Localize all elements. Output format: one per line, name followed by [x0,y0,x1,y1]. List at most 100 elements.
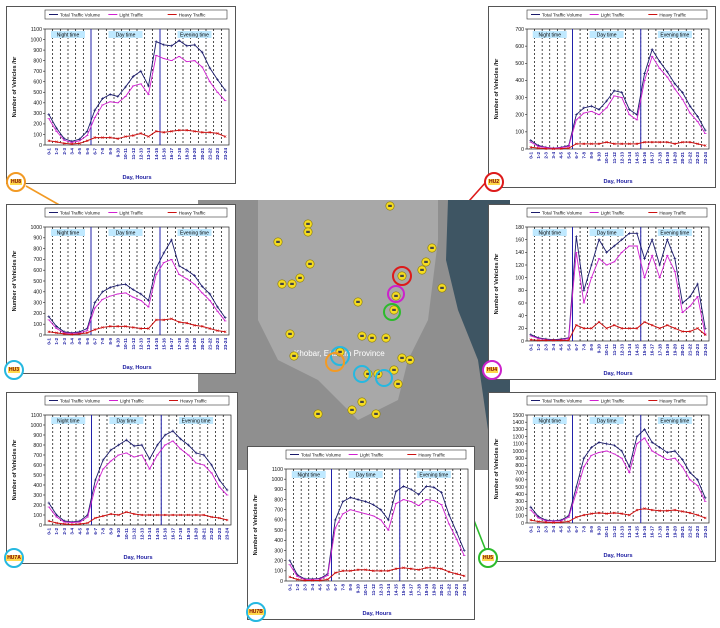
y-tick-label: 900 [33,48,42,54]
y-tick-label: 80 [518,288,524,294]
data-point [223,316,227,320]
y-tick-label: 100 [515,130,524,136]
x-tick-label: 8-9 [589,344,594,351]
data-point [567,146,571,150]
chart-svg: Total Traffic Volume Light Traffic Heavy T… [12,395,232,561]
data-point [194,513,198,517]
data-point [597,511,601,515]
data-point [665,238,669,242]
data-point [371,503,375,507]
x-tick-label: 4-5 [559,152,564,159]
map-marker-glyph [306,230,310,233]
y-tick-label: 800 [33,58,42,64]
x-tick-label: 17-18 [657,344,662,356]
chart-legend: Total Traffic Volume Light Traffic Heavy T… [526,395,708,406]
x-tick-label: 7-8 [101,528,106,535]
data-point [673,142,677,146]
data-point [78,332,81,336]
x-tick-label: 21-22 [688,344,693,356]
data-point [116,325,120,328]
data-point [177,39,181,42]
data-point [597,238,601,242]
legend-label: Heavy Traffic [659,13,686,18]
data-point [364,500,368,503]
x-tick-label: 21-22 [207,148,212,160]
period-label-bg [657,31,692,38]
x-tick-label: 8-9 [108,148,113,155]
data-point [288,575,292,579]
period-label-bg [108,31,143,38]
y-tick-label: 200 [274,558,283,564]
map-marker [335,347,345,357]
x-tick-label: 0-1 [528,526,533,533]
data-point [635,435,639,438]
data-point [210,515,213,519]
data-point [658,60,662,63]
data-point [116,95,120,98]
data-point [597,440,601,444]
x-axis-label: Day, Hours [603,179,632,185]
x-tick-label: 13-14 [146,338,151,350]
period-label: Evening time [660,230,689,236]
data-point [627,108,631,111]
chart-svg: Total Traffic Volume Light Traffic Heavy T… [494,395,710,559]
x-tick-label: 3-4 [70,528,75,535]
data-point [225,488,229,492]
x-tick-label: 20-21 [201,528,206,540]
x-tick-label: 6-7 [574,152,579,159]
data-point [131,288,135,292]
data-point [552,147,555,151]
y-tick-label: 160 [515,237,524,243]
map-marker [277,279,287,289]
data-point [620,91,624,94]
data-point [605,512,608,515]
x-axis-label: Day, Hours [603,371,632,377]
station-badge-hu2: HU2 [484,172,504,192]
x-tick-label: 9-10 [356,584,361,594]
x-tick-label: 3-4 [69,338,74,345]
data-point [559,147,563,150]
x-tick-label: 2-3 [544,526,549,533]
y-tick-label: 100 [33,513,42,519]
x-tick-label: 10-11 [123,148,128,160]
data-point [47,315,51,319]
data-point [612,323,616,327]
y-tick-label: 1300 [512,427,524,433]
data-point [673,82,677,86]
legend-box [44,395,230,406]
period-label: Night time [538,418,561,424]
data-point [379,569,383,573]
x-tick-label: 13-14 [627,152,632,164]
legend-label: Heavy Traffic [180,399,207,404]
x-tick-label: 13-14 [146,148,151,160]
y-tick-label: 60 [518,301,524,307]
data-point [559,520,563,524]
data-point [681,330,684,333]
data-point [62,332,66,336]
x-tick-label: 20-21 [680,344,685,356]
x-tick-label: 22-23 [215,338,220,350]
x-tick-label: 16-17 [169,148,174,160]
map-marker-glyph [392,308,396,311]
data-point [386,518,390,522]
data-point [612,511,616,515]
map-urban-area [258,200,438,420]
data-point [288,559,292,563]
data-point [552,339,555,342]
data-point [620,449,624,453]
legend-box [285,449,467,460]
x-tick-label: 1-2 [54,148,59,155]
x-tick-label: 11-12 [612,152,617,164]
x-tick-label: 9-10 [115,338,120,348]
data-point [93,301,97,304]
data-point [116,283,120,287]
data-point [163,513,167,517]
period-label: Day time [597,230,617,236]
data-point [139,132,143,135]
x-tick-label: 9-10 [597,526,602,536]
map-marker-glyph [374,412,378,415]
data-point [341,500,345,503]
map-marker-glyph [400,356,404,359]
x-tick-label: 5-6 [566,152,571,159]
data-point [154,318,158,322]
